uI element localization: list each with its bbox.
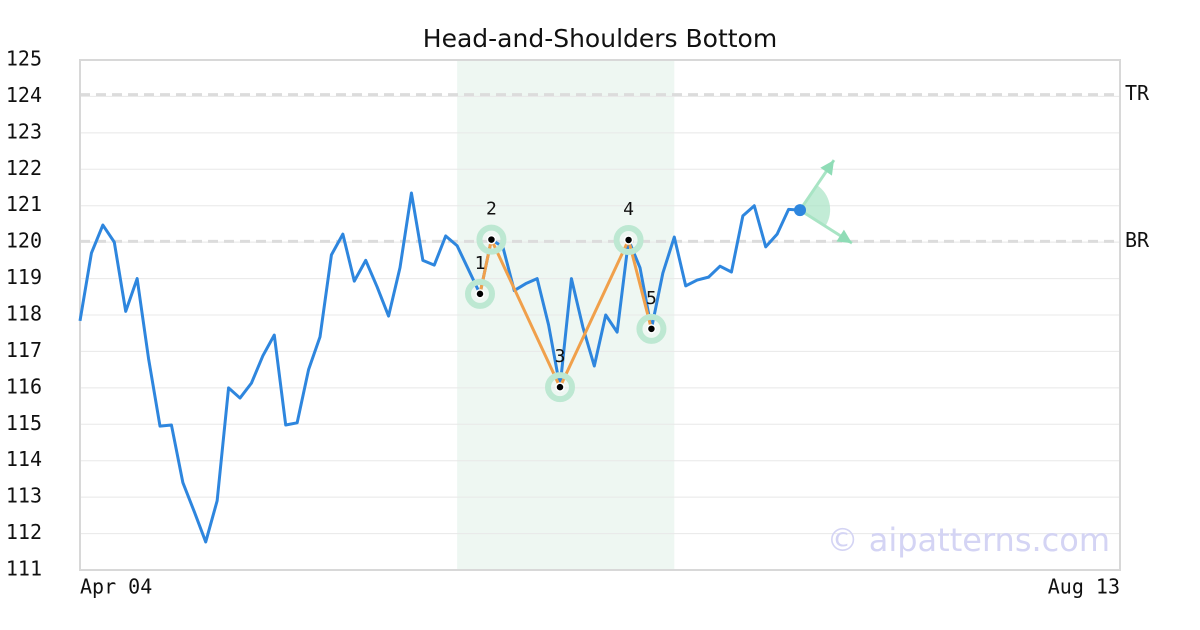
pattern-point [475,289,485,299]
pattern-halo [476,224,507,255]
pattern-label: 1 [475,253,486,274]
level-label: TR [1125,81,1150,105]
projection-down-head [836,229,852,244]
y-tick-label: 119 [6,265,42,289]
y-tick-label: 111 [6,557,42,581]
y-tick-label: 112 [6,520,42,544]
y-tick-label: 120 [6,229,42,253]
pattern-label: 4 [623,199,634,220]
pattern-halo [636,313,667,344]
y-tick-label: 115 [6,411,42,435]
pattern-label: 5 [646,288,657,309]
pattern-label: 3 [555,346,566,367]
y-tick-label: 121 [6,192,42,216]
pattern-point [623,235,634,245]
price-line [78,191,801,544]
x-tick-label: Aug 13 [1048,575,1120,599]
pattern-halo [545,372,575,403]
y-tick-label: 124 [6,83,42,107]
y-tick-label: 116 [6,374,42,398]
y-tick-label: 118 [6,302,42,326]
projection-wedge [800,185,831,226]
pattern-point [555,382,565,392]
y-tick-label: 113 [6,484,42,508]
y-tick-label: 123 [6,119,42,143]
chart-title: Head-and-Shoulders Bottom [423,24,777,53]
y-tick-label: 117 [6,338,42,362]
last-point [794,204,806,217]
projection-up-head [820,160,834,176]
y-tick-label: 122 [6,156,42,180]
pattern-label: 2 [486,199,497,220]
watermark: © aipatterns.com [827,521,1110,559]
level-label: BR [1125,228,1150,252]
pattern-halo [613,224,644,255]
pattern-point [646,324,657,334]
y-tick-label: 114 [6,447,42,471]
x-tick-label: Apr 04 [80,575,152,599]
pattern-point [486,234,497,245]
y-tick-label: 125 [6,47,42,71]
pattern-halo [465,278,495,309]
